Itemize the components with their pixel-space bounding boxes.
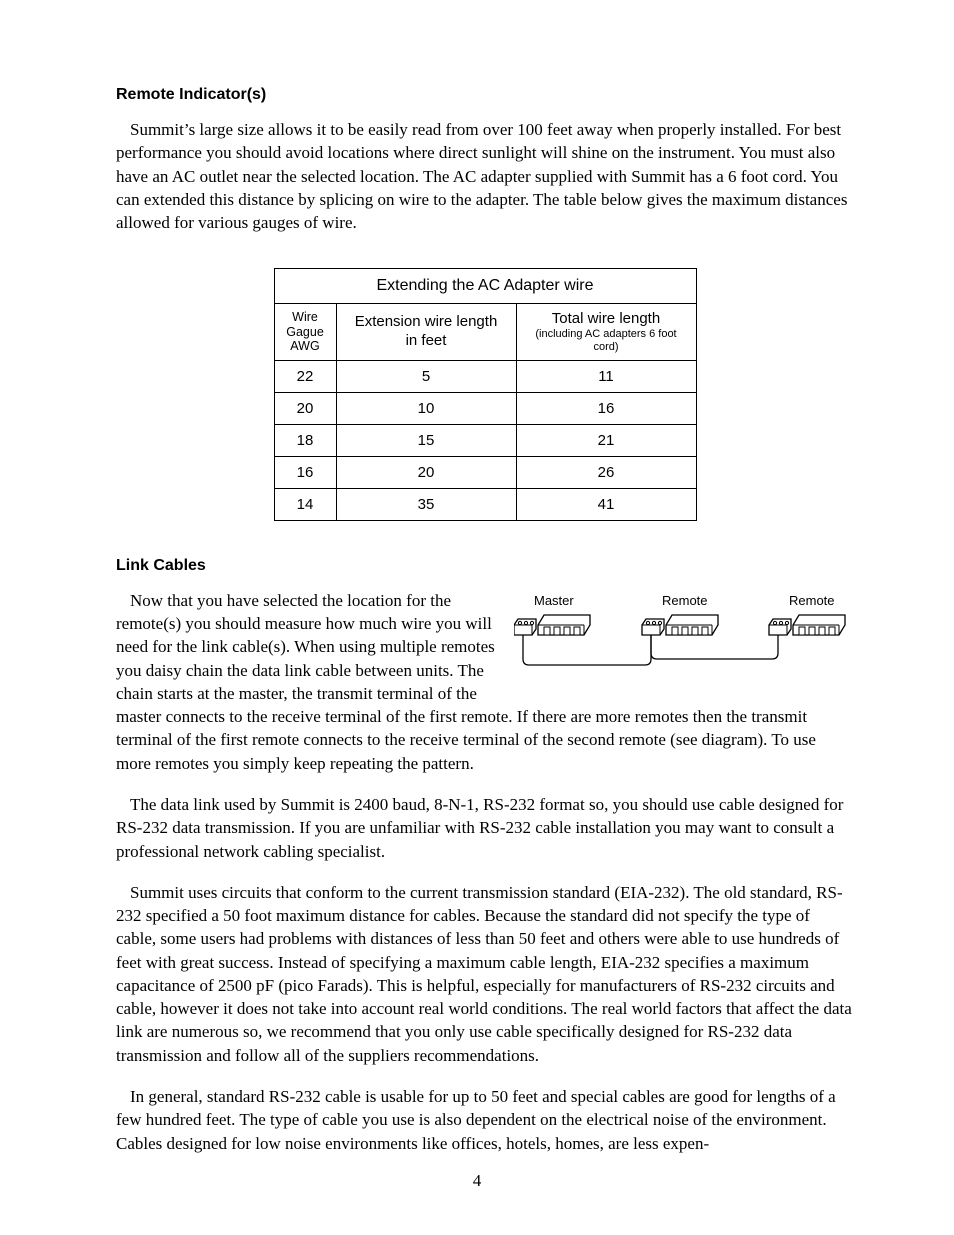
- heading-remote-indicator: Remote Indicator(s): [116, 86, 854, 104]
- daisy-chain-svg: [514, 613, 854, 693]
- table-title: Extending the AC Adapter wire: [274, 269, 696, 304]
- paragraph-cable-environment: In general, standard RS-232 cable is usa…: [116, 1085, 854, 1155]
- table-cell-ext: 10: [336, 392, 516, 424]
- diagram-device: [769, 615, 845, 635]
- table-cell-total: 41: [516, 488, 696, 520]
- link-cables-text-block: MasterRemoteRemote Now that you have sel…: [116, 589, 854, 793]
- table-cell-total: 16: [516, 392, 696, 424]
- heading-link-cables: Link Cables: [116, 557, 854, 575]
- table-row: 181521: [274, 424, 696, 456]
- paragraph-eia232: Summit uses circuits that conform to the…: [116, 881, 854, 1067]
- diagram-device: [514, 615, 590, 635]
- table-row: 162026: [274, 456, 696, 488]
- table-cell-gauge: 20: [274, 392, 336, 424]
- ac-adapter-wire-table: Extending the AC Adapter wire WireGagueA…: [274, 268, 697, 520]
- table-cell-total: 11: [516, 360, 696, 392]
- diagram-label: Remote: [662, 593, 708, 608]
- table-cell-gauge: 14: [274, 488, 336, 520]
- diagram-label: Master: [534, 593, 574, 608]
- table-wrapper: Extending the AC Adapter wire WireGagueA…: [116, 268, 854, 520]
- diagram-label: Remote: [789, 593, 835, 608]
- page-number: 4: [0, 1171, 954, 1191]
- daisy-chain-diagram: Master Remote Remote: [514, 593, 854, 693]
- table-cell-ext: 5: [336, 360, 516, 392]
- diagram-cable: [651, 635, 778, 659]
- diagram-cable: [523, 635, 651, 665]
- table-cell-gauge: 16: [274, 456, 336, 488]
- paragraph-intro: Summit’s large size allows it to be easi…: [116, 118, 854, 234]
- table-header-total-sub: (including AC adapters 6 foot cord): [525, 328, 688, 353]
- table-cell-total: 26: [516, 456, 696, 488]
- table-cell-total: 21: [516, 424, 696, 456]
- table-row: 22511: [274, 360, 696, 392]
- table-row: 143541: [274, 488, 696, 520]
- diagram-device: [642, 615, 718, 635]
- table-header-total-main: Total wire length: [525, 310, 688, 328]
- table-cell-ext: 35: [336, 488, 516, 520]
- table-header-extension: Extension wire lengthin feet: [345, 313, 508, 351]
- table-cell-ext: 20: [336, 456, 516, 488]
- table-cell-gauge: 22: [274, 360, 336, 392]
- table-cell-ext: 15: [336, 424, 516, 456]
- paragraph-datalink-spec: The data link used by Summit is 2400 bau…: [116, 793, 854, 863]
- table-row: 201016: [274, 392, 696, 424]
- table-cell-gauge: 18: [274, 424, 336, 456]
- table-header-gauge: WireGagueAWG: [283, 310, 328, 353]
